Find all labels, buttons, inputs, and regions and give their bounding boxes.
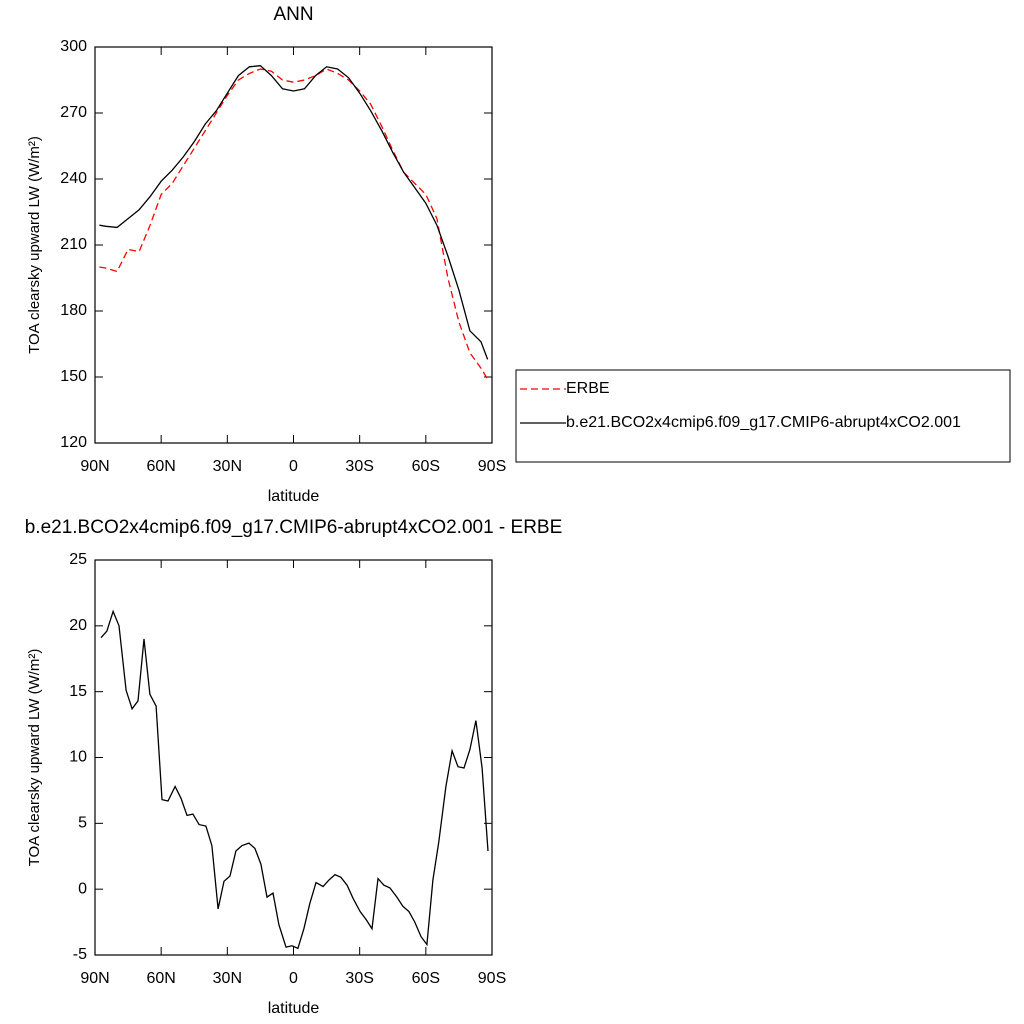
x-axis-label: latitude <box>268 1000 320 1017</box>
legend-box <box>515 369 1011 463</box>
y-tick-label: 210 <box>60 236 87 253</box>
x-axis-label: latitude <box>268 488 320 505</box>
y-tick-label: 180 <box>60 302 87 319</box>
x-tick-label: 90N <box>80 458 109 475</box>
x-tick-label: 90S <box>478 970 506 987</box>
y-tick-label: 10 <box>69 749 87 766</box>
chart-title: ANN <box>273 4 313 25</box>
x-tick-label: 90S <box>478 458 506 475</box>
legend-label: b.e21.BCO2x4cmip6.f09_g17.CMIP6-abrupt4x… <box>566 414 961 431</box>
y-tick-label: 0 <box>78 880 87 897</box>
x-tick-label: 30N <box>213 458 242 475</box>
x-tick-label: 60S <box>412 970 440 987</box>
y-tick-label: 240 <box>60 170 87 187</box>
chart-title: b.e21.BCO2x4cmip6.f09_g17.CMIP6-abrupt4x… <box>25 517 563 538</box>
plot-frame <box>94 46 493 444</box>
x-tick-label: 90N <box>80 970 109 987</box>
data-line <box>100 609 489 950</box>
x-tick-label: 60N <box>146 970 175 987</box>
y-tick-label: 300 <box>60 38 87 55</box>
x-tick-label: 30S <box>345 458 373 475</box>
legend-label: ERBE <box>566 380 610 397</box>
y-tick-label: 20 <box>69 617 87 634</box>
y-tick-label: -5 <box>73 946 87 963</box>
data-line <box>99 65 489 360</box>
x-tick-label: 30N <box>213 970 242 987</box>
x-tick-label: 0 <box>289 970 298 987</box>
y-tick-label: 25 <box>69 551 87 568</box>
y-axis-label: TOA clearsky upward LW (W/m²) <box>26 136 43 354</box>
x-tick-label: 60S <box>412 458 440 475</box>
x-tick-label: 60N <box>146 458 175 475</box>
x-tick-label: 0 <box>289 458 298 475</box>
x-tick-label: 30S <box>345 970 373 987</box>
plot-frame <box>94 559 493 956</box>
y-tick-label: 270 <box>60 104 87 121</box>
y-tick-label: 120 <box>60 434 87 451</box>
data-line <box>99 68 489 380</box>
y-tick-label: 5 <box>78 815 87 832</box>
y-tick-label: 15 <box>69 683 87 700</box>
y-axis-label: TOA clearsky upward LW (W/m²) <box>26 649 43 867</box>
y-tick-label: 150 <box>60 368 87 385</box>
